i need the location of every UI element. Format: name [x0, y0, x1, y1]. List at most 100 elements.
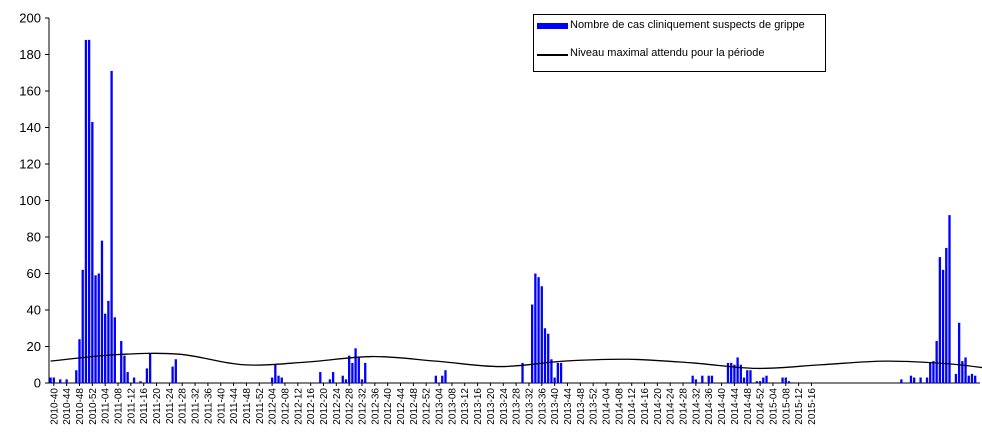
y-tick-label: 80 — [27, 230, 41, 245]
bar — [932, 361, 935, 383]
y-tick-label: 40 — [27, 303, 41, 318]
legend-swatch-line — [537, 54, 568, 56]
bar-series — [49, 39, 977, 384]
bar — [553, 377, 556, 383]
bar — [521, 362, 524, 383]
bar — [691, 375, 694, 383]
y-tick-label: 140 — [19, 120, 41, 135]
bar — [938, 257, 942, 383]
legend-item-line: Niveau maximal attendu pour la période — [537, 48, 825, 59]
bar — [357, 357, 360, 383]
x-tick-label: 2014-48 — [743, 388, 754, 425]
bar — [94, 275, 97, 383]
x-tick-label: 2012-04 — [268, 388, 279, 425]
bar — [733, 364, 736, 383]
bar — [967, 375, 970, 383]
bar — [100, 240, 104, 383]
bar — [328, 379, 332, 383]
bar — [755, 381, 759, 383]
x-tick-label: 2010-44 — [62, 388, 73, 425]
bar — [107, 300, 110, 383]
y-tick-label: 0 — [34, 376, 41, 391]
x-tick-label: 2011-08 — [114, 388, 125, 424]
x-tick-label: 2013-08 — [447, 388, 458, 425]
bar — [961, 361, 964, 383]
bar — [935, 341, 938, 383]
bar — [113, 317, 116, 383]
y-tick-label: 120 — [19, 157, 41, 172]
x-tick-label: 2013-48 — [576, 388, 587, 425]
x-tick-label: 2012-36 — [370, 388, 381, 425]
bar — [929, 362, 932, 383]
x-tick-label: 2013-44 — [563, 388, 574, 425]
bar — [941, 269, 945, 383]
x-tick-label: 2011-16 — [139, 388, 150, 424]
bar — [360, 379, 364, 383]
bar — [948, 215, 951, 383]
bar — [964, 357, 967, 383]
bar — [556, 362, 559, 383]
x-tick-label: 2011-36 — [203, 388, 214, 424]
bar — [746, 370, 749, 383]
x-tick-label: 2014-04 — [601, 388, 612, 425]
x-tick-label: 2013-28 — [512, 388, 523, 425]
bar — [126, 372, 129, 383]
x-tick-label: 2013-20 — [486, 388, 497, 425]
x-tick-label: 2015-04 — [768, 388, 779, 425]
x-tick-label: 2013-52 — [589, 388, 600, 425]
x-tick-label: 2013-16 — [473, 388, 484, 425]
bar — [280, 377, 283, 383]
bar — [758, 381, 762, 383]
bar — [739, 364, 742, 383]
bar — [341, 375, 344, 383]
x-tick-label: 2013-32 — [524, 388, 535, 425]
x-tick-label: 2012-32 — [358, 388, 369, 425]
bar — [277, 375, 280, 383]
x-tick-label: 2013-24 — [499, 388, 510, 425]
bar — [726, 362, 730, 383]
x-tick-label: 2015-08 — [781, 388, 792, 425]
x-tick-label: 2014-08 — [614, 388, 625, 425]
x-tick-label: 2012-28 — [345, 388, 356, 425]
bar — [765, 375, 768, 383]
x-tick-label: 2014-28 — [679, 388, 690, 425]
bar — [919, 377, 922, 383]
bar — [742, 377, 746, 383]
x-tick-label: 2015-12 — [794, 388, 805, 425]
x-tick-label: 2011-20 — [152, 388, 163, 424]
x-tick-label: 2012-48 — [409, 388, 420, 425]
bar — [104, 313, 107, 383]
y-tick-label: 100 — [19, 193, 41, 208]
x-tick-label: 2014-20 — [653, 388, 664, 425]
x-axis: 2010-40 2010-44 2010-48 2010-52 2011-04 2011-… — [49, 382, 980, 425]
x-tick-label: 2012-52 — [422, 388, 433, 425]
x-tick-label: 2012-44 — [396, 388, 407, 425]
bar — [531, 304, 534, 383]
x-tick-label: 2011-04 — [101, 388, 112, 424]
x-tick-label: 2011-12 — [126, 388, 137, 424]
x-tick-label: 2011-48 — [242, 388, 253, 424]
bar — [110, 70, 113, 384]
bar — [534, 273, 537, 383]
bar — [75, 370, 78, 383]
bar — [123, 355, 126, 383]
bar — [550, 359, 553, 383]
legend-label-bars: Nombre de cas cliniquement suspects de g… — [570, 19, 805, 31]
bar — [49, 377, 52, 383]
x-tick-label: 2013-40 — [550, 388, 561, 425]
bar — [434, 375, 438, 383]
x-tick-label: 2012-08 — [280, 388, 291, 425]
x-tick-label: 2014-52 — [756, 388, 767, 425]
bar — [354, 348, 357, 383]
bar — [84, 39, 88, 384]
x-tick-label: 2012-40 — [383, 388, 394, 425]
bar — [925, 377, 929, 383]
bar — [351, 362, 354, 383]
bar — [270, 377, 274, 383]
bar — [547, 333, 550, 383]
bar — [65, 379, 68, 383]
bar — [444, 370, 447, 383]
bar — [274, 364, 277, 383]
bar — [762, 377, 765, 383]
x-tick-label: 2012-24 — [332, 388, 343, 425]
